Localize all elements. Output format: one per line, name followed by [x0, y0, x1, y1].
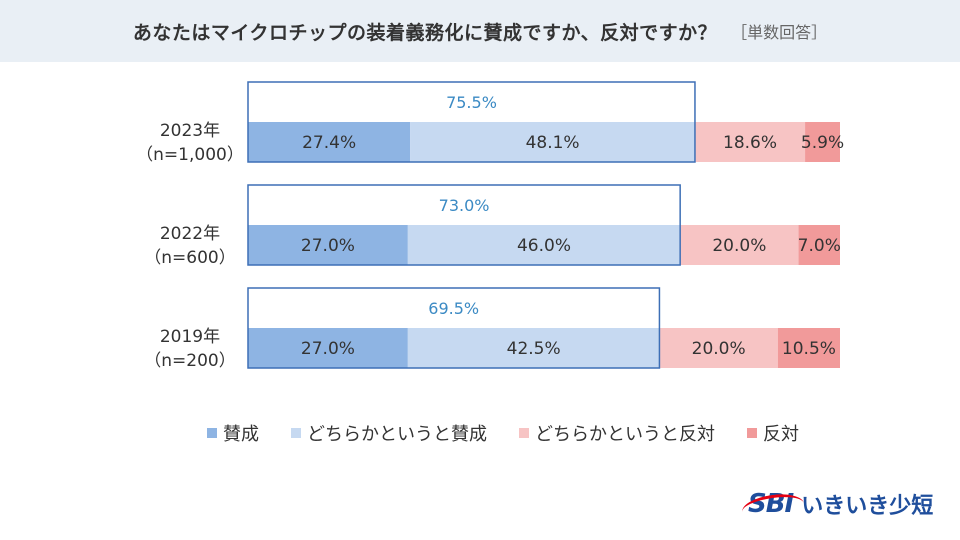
legend-swatch-oppose — [747, 428, 757, 438]
category-label-year: 2023年 — [160, 121, 220, 141]
legend-swatch-favor — [207, 428, 217, 438]
data-label-rather-oppose: 18.6% — [723, 133, 777, 153]
legend-label-favor: 賛成 — [223, 424, 259, 445]
category-label-year: 2022年 — [160, 224, 220, 244]
data-label-favor: 27.0% — [301, 236, 355, 256]
data-label-rather-favor: 48.1% — [526, 133, 580, 153]
chart-legend: 賛成 どちらかというと賛成 どちらかというと反対 反対 — [0, 420, 960, 446]
legend-item-rather-favor: どちらかというと賛成 — [291, 420, 487, 446]
data-label-favor: 27.4% — [302, 133, 356, 153]
category-label-year: 2019年 — [160, 327, 220, 347]
data-label-oppose: 7.0% — [798, 236, 841, 256]
data-label-oppose: 10.5% — [782, 339, 836, 359]
total-favor-label: 69.5% — [428, 299, 479, 318]
data-label-favor: 27.0% — [301, 339, 355, 359]
bar-segment-favor — [248, 122, 411, 162]
legend-swatch-rather-oppose — [519, 428, 529, 438]
answer-type-note: ［単数回答］ — [731, 23, 828, 42]
bar-segment-rather-oppose — [694, 122, 806, 162]
data-label-oppose: 5.9% — [801, 133, 844, 153]
chart-title: あなたはマイクロチップの装着義務化に賛成ですか、反対ですか？ — [132, 21, 718, 44]
total-favor-box — [247, 287, 661, 369]
category-label-sample: （n=600） — [144, 248, 235, 268]
total-favor-box — [247, 81, 696, 163]
legend-item-favor: 賛成 — [207, 420, 259, 446]
chart-header: あなたはマイクロチップの装着義務化に賛成ですか、反対ですか？ ［単数回答］ — [0, 0, 960, 62]
legend-label-rather-oppose: どちらかというと反対 — [535, 424, 715, 445]
logo-text: いきいき少短 — [801, 494, 934, 519]
bar-segment-rather-oppose — [680, 225, 799, 265]
bar-segment-favor — [248, 328, 408, 368]
legend-item-rather-oppose: どちらかというと反対 — [519, 420, 715, 446]
category-label-sample: （n=1,000） — [136, 145, 244, 165]
data-label-rather-favor: 42.5% — [507, 339, 561, 359]
legend-swatch-rather-favor — [291, 428, 301, 438]
legend-item-oppose: 反対 — [747, 420, 799, 446]
bar-segment-oppose — [805, 122, 840, 162]
bar-segment-favor — [248, 225, 408, 265]
bar-segment-rather-favor — [410, 122, 695, 162]
bar-segment-oppose — [798, 225, 840, 265]
legend-label-rather-favor: どちらかというと賛成 — [307, 424, 487, 445]
logo-mark: SBI — [740, 489, 806, 525]
legend-label-oppose: 反対 — [763, 424, 799, 445]
data-label-rather-oppose: 20.0% — [692, 339, 746, 359]
bar-segment-rather-favor — [407, 328, 660, 368]
bar-segment-rather-oppose — [659, 328, 778, 368]
data-label-rather-favor: 46.0% — [517, 236, 571, 256]
total-favor-label: 75.5% — [446, 93, 497, 112]
data-label-rather-oppose: 20.0% — [712, 236, 766, 256]
bar-segment-oppose — [777, 328, 840, 368]
logo-mark-text: SBI — [748, 489, 794, 519]
category-label-sample: （n=200） — [144, 351, 235, 371]
total-favor-label: 73.0% — [439, 196, 490, 215]
bar-segment-rather-favor — [407, 225, 681, 265]
total-favor-box — [247, 184, 681, 266]
company-logo: SBI いきいき少短 — [740, 484, 938, 525]
